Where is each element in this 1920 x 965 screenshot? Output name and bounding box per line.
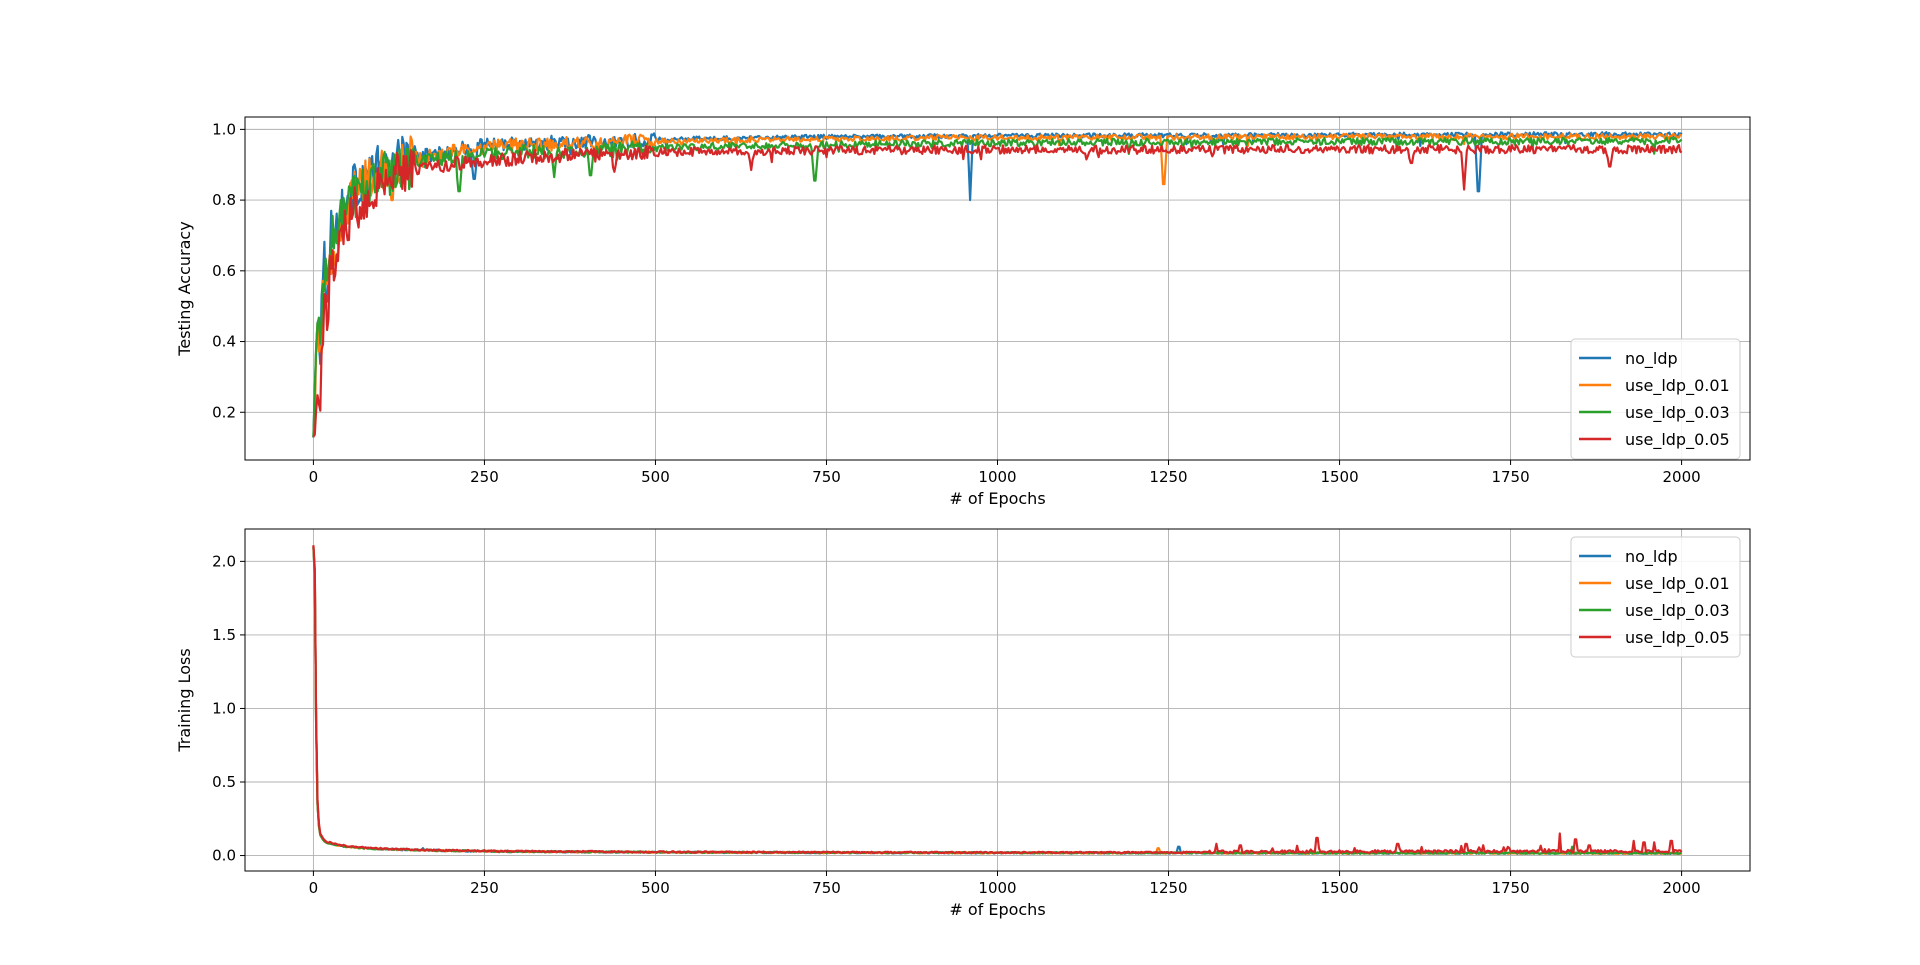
legend-label-use_ldp_0.05: use_ldp_0.05 (1625, 430, 1730, 450)
y-tick-label: 2.0 (212, 552, 236, 570)
loss-x-axis-label: # of Epochs (949, 900, 1045, 919)
legend-label-use_ldp_0.03: use_ldp_0.03 (1625, 601, 1730, 621)
x-tick-label: 0 (309, 879, 319, 897)
x-tick-label: 1250 (1149, 879, 1187, 897)
series-line-use_ldp_0.05 (312, 143, 1683, 438)
y-tick-label: 1.0 (212, 699, 236, 717)
loss-panel: 0 250 500 750 1000 1250 1500 1750 2000 0.0 0.5 1.0 1… (175, 528, 1751, 919)
x-tick-label: 250 (470, 879, 499, 897)
x-tick-label: 1250 (1149, 468, 1187, 486)
legend-box (1570, 536, 1741, 658)
y-tick-label: 0.2 (212, 403, 236, 421)
x-tick-label: 500 (641, 879, 670, 897)
y-tick-label: 1.0 (212, 120, 236, 138)
x-tick-label: 1500 (1320, 468, 1358, 486)
accuracy-y-axis-label: Testing Accuracy (175, 221, 194, 356)
accuracy-x-axis-label: # of Epochs (949, 489, 1045, 508)
y-tick-label: 0.8 (212, 191, 236, 209)
legend-label-use_ldp_0.03: use_ldp_0.03 (1625, 403, 1730, 423)
accuracy-lines (312, 131, 1683, 438)
loss-ticks: 0 250 500 750 1000 1250 1500 1750 2000 0.0 0.5 1.0 1… (212, 552, 1701, 897)
legend-box (1570, 338, 1741, 460)
x-tick-label: 2000 (1662, 879, 1700, 897)
x-tick-label: 500 (641, 468, 670, 486)
accuracy-ticks: 0 250 500 750 1000 1250 1500 1750 2000 0.2 0.4 0.6 0… (212, 120, 1701, 486)
x-tick-label: 0 (309, 468, 319, 486)
y-tick-label: 0.6 (212, 262, 236, 280)
loss-gridlines (245, 529, 1750, 871)
legend-label-use_ldp_0.01: use_ldp_0.01 (1625, 574, 1730, 594)
legend-label-no_ldp: no_ldp (1625, 547, 1678, 567)
x-tick-label: 250 (470, 468, 499, 486)
x-tick-label: 750 (812, 468, 841, 486)
series-line-use_ldp_0.05 (312, 545, 1683, 855)
loss-lines (312, 545, 1683, 856)
loss-y-axis-label: Training Loss (175, 648, 194, 752)
x-tick-label: 1000 (978, 468, 1016, 486)
accuracy-legend: no_ldp use_ldp_0.01 use_ldp_0.03 use_ldp_0.… (1570, 338, 1741, 460)
x-tick-label: 1000 (978, 879, 1016, 897)
y-tick-label: 0.4 (212, 333, 236, 351)
y-tick-label: 1.5 (212, 626, 236, 644)
x-tick-label: 1750 (1491, 468, 1529, 486)
x-tick-label: 750 (812, 879, 841, 897)
accuracy-gridlines (245, 117, 1750, 460)
x-tick-label: 1500 (1320, 879, 1358, 897)
x-tick-label: 2000 (1662, 468, 1700, 486)
legend-label-no_ldp: no_ldp (1625, 349, 1678, 369)
loss-legend: no_ldp use_ldp_0.01 use_ldp_0.03 use_ldp_0.… (1570, 536, 1741, 658)
y-tick-label: 0.0 (212, 847, 236, 865)
legend-label-use_ldp_0.01: use_ldp_0.01 (1625, 376, 1730, 396)
series-line-use_ldp_0.03 (312, 136, 1683, 438)
legend-label-use_ldp_0.05: use_ldp_0.05 (1625, 628, 1730, 648)
accuracy-panel: 0 250 500 750 1000 1250 1500 1750 2000 0.2 0.4 0.6 0… (175, 116, 1751, 508)
y-tick-label: 0.5 (212, 773, 236, 791)
x-tick-label: 1750 (1491, 879, 1529, 897)
